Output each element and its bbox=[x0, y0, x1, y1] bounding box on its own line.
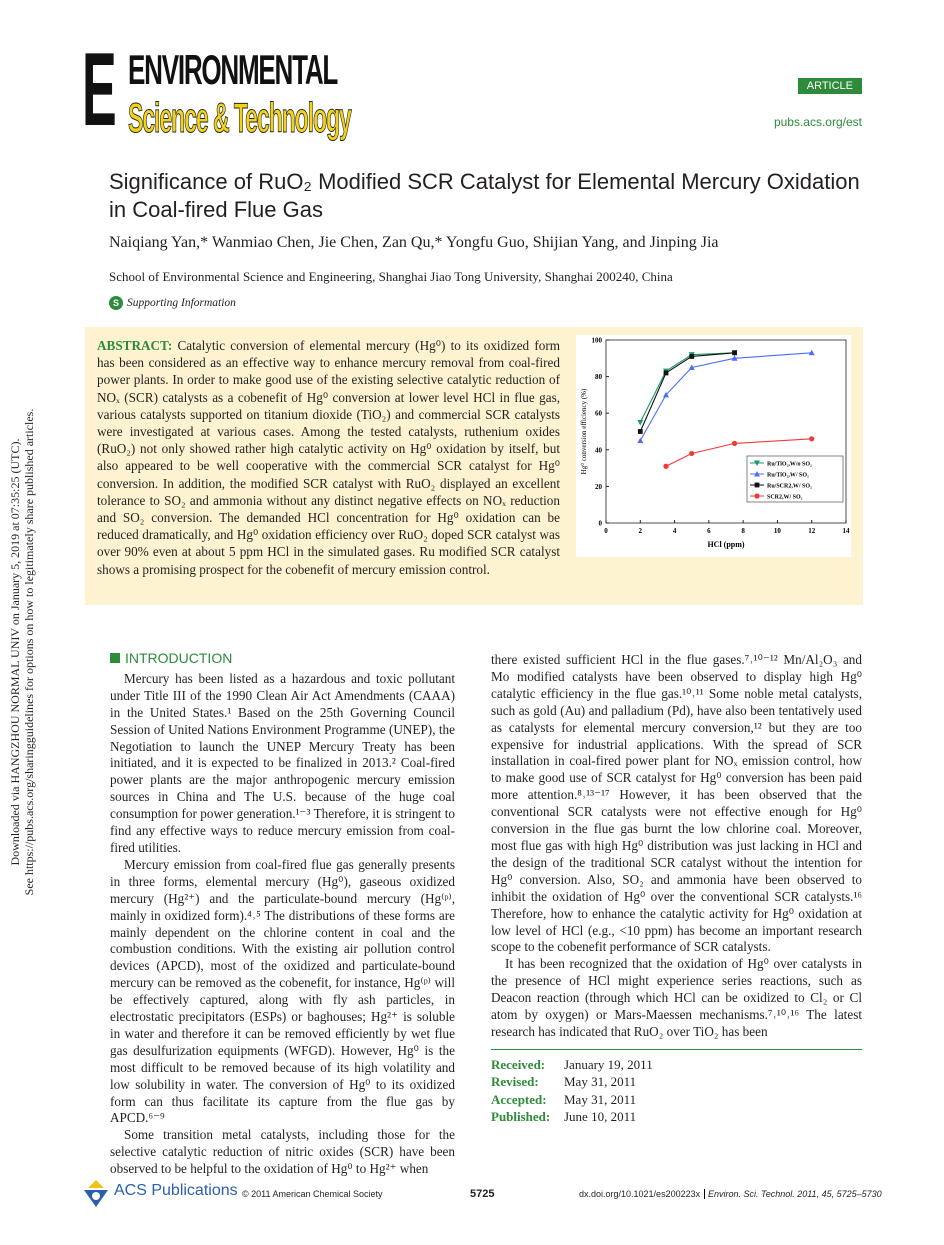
series-line bbox=[639, 352, 735, 432]
legend-label: Ru/TiO₂,W/ SO₂ bbox=[767, 473, 809, 479]
data-point bbox=[754, 471, 760, 477]
citation: Environ. Sci. Technol. 2011, 45, 5725–57… bbox=[704, 1189, 882, 1199]
data-point bbox=[663, 370, 669, 376]
data-point bbox=[663, 463, 669, 469]
data-point bbox=[754, 460, 760, 466]
x-tick-label: 10 bbox=[774, 527, 782, 535]
x-tick-label: 6 bbox=[707, 527, 711, 535]
page-footer: ACS Publications © 2011 American Chemica… bbox=[82, 1178, 882, 1208]
journal-url[interactable]: pubs.acs.org/est bbox=[773, 115, 862, 129]
y-tick-label: 20 bbox=[595, 483, 603, 491]
y-axis-label: Hg⁰ conversion efficiency (%) bbox=[580, 388, 588, 474]
article-dates: Received: January 19, 2011 Revised: May 31… bbox=[491, 1048, 862, 1126]
x-tick-label: 8 bbox=[741, 527, 745, 535]
date-accepted: Accepted: May 31, 2011 bbox=[491, 1091, 862, 1109]
legend-box bbox=[746, 455, 844, 503]
date-value: May 31, 2011 bbox=[564, 1091, 637, 1107]
date-label: Revised: bbox=[491, 1074, 539, 1090]
section-heading-introduction: INTRODUCTION bbox=[110, 650, 455, 667]
date-label: Received: bbox=[491, 1056, 546, 1072]
data-point bbox=[689, 450, 695, 457]
data-point bbox=[688, 364, 695, 370]
paragraph: there existed sufficient HCl in the flue… bbox=[491, 652, 862, 955]
date-value: June 10, 2011 bbox=[564, 1109, 637, 1125]
data-point bbox=[754, 493, 760, 499]
abstract-box: 0 2 4 6 8 10 12 14 0 20 40 60 80 100 HCl (ppm) Hg⁰ conv… bbox=[85, 327, 863, 605]
date-value: May 31, 2011 bbox=[564, 1074, 637, 1090]
x-tick-label: 4 bbox=[673, 527, 677, 535]
abstract-heading: ABSTRACT: bbox=[97, 338, 173, 353]
data-point bbox=[808, 349, 815, 356]
supporting-info-label: Supporting Information bbox=[127, 297, 236, 309]
paragraph: Mercury emission from coal-fired flue ga… bbox=[110, 856, 455, 1126]
section-title: INTRODUCTION bbox=[125, 650, 233, 666]
legend-label: SCR2,W/ SO₂ bbox=[767, 495, 803, 501]
download-notice: Downloaded via HANGZHOU NORMAL UNIV on J… bbox=[8, 372, 48, 932]
x-axis-label: HCl (ppm) bbox=[707, 540, 744, 549]
x-tick-label: 0 bbox=[604, 527, 608, 535]
journal-logo: E ENVIRONMENTAL Science & Technology bbox=[82, 32, 382, 150]
acs-publications[interactable]: ACS Publications bbox=[114, 1182, 238, 1199]
data-point bbox=[663, 391, 669, 398]
article-title: Significance of RuO₂ Modified SCR Cataly… bbox=[109, 169, 860, 222]
paragraph: Some transition metal catalysts, includi… bbox=[110, 1127, 455, 1177]
supporting-information-link[interactable]: S Supporting Information bbox=[109, 296, 236, 310]
data-point bbox=[731, 355, 738, 361]
legend-label: Ru/TiO₂,W/o SO₂ bbox=[767, 462, 812, 468]
section-marker-icon bbox=[110, 653, 120, 664]
data-point bbox=[731, 440, 738, 446]
download-note-line2: See https://pubs.acs.org/sharingguidelin… bbox=[22, 408, 36, 896]
abstract-text-cont: over 90% even at about 5 ppm HCl in the … bbox=[97, 544, 560, 577]
date-revised: Revised: May 31, 2011 bbox=[491, 1073, 862, 1091]
page-number: 5725 bbox=[470, 1188, 495, 1200]
data-point bbox=[809, 436, 815, 442]
paragraph: Mercury has been listed as a hazardous a… bbox=[110, 670, 455, 855]
y-tick-label: 60 bbox=[595, 410, 603, 418]
acs-logo-icon bbox=[84, 1180, 108, 1207]
x-tick-label: 12 bbox=[808, 527, 816, 535]
y-tick-label: 40 bbox=[595, 446, 603, 454]
plot-frame bbox=[605, 339, 847, 524]
y-tick-label: 0 bbox=[599, 520, 603, 528]
y-tick-label: 80 bbox=[595, 373, 603, 381]
series-line bbox=[639, 352, 735, 423]
data-point bbox=[637, 437, 644, 444]
date-published: Published: June 10, 2011 bbox=[491, 1108, 862, 1126]
x-tick-label: 14 bbox=[843, 527, 851, 535]
date-received: Received: January 19, 2011 bbox=[491, 1056, 862, 1074]
article-badge: ARTICLE bbox=[797, 78, 862, 94]
doi-link[interactable]: dx.doi.org/10.1021/es200223x bbox=[579, 1189, 701, 1199]
copyright: © 2011 American Chemical Society bbox=[242, 1189, 383, 1199]
affiliation: School of Environmental Science and Engi… bbox=[109, 269, 673, 284]
y-tick-label: 100 bbox=[592, 337, 603, 345]
paragraph: It has been recognized that the oxidatio… bbox=[491, 956, 862, 1039]
logo-letter-e: E bbox=[82, 32, 117, 148]
logo-line1: ENVIRONMENTAL bbox=[128, 46, 338, 93]
data-point bbox=[732, 350, 737, 356]
legend-label: Ru/SCR2,W/ SO₂ bbox=[767, 484, 812, 490]
data-point bbox=[754, 482, 760, 488]
data-point bbox=[637, 419, 644, 426]
supporting-info-icon: S bbox=[109, 296, 123, 310]
download-note-line1: Downloaded via HANGZHOU NORMAL UNIV on J… bbox=[8, 438, 22, 866]
authors: Naiqiang Yan,* Wanmiao Chen, Jie Chen, Z… bbox=[109, 234, 719, 251]
column-left: INTRODUCTION Mercury has been listed as … bbox=[110, 650, 455, 1178]
x-tick-label: 2 bbox=[639, 527, 643, 535]
date-label: Published: bbox=[491, 1109, 551, 1125]
toc-chart: 0 2 4 6 8 10 12 14 0 20 40 60 80 100 HCl (ppm) Hg⁰ conv… bbox=[576, 335, 851, 557]
column-right: there existed sufficient HCl in the flue… bbox=[491, 652, 862, 1126]
logo-line2: Science & Technology bbox=[128, 94, 352, 141]
data-point bbox=[689, 354, 695, 359]
series-line bbox=[665, 438, 812, 467]
abstract-text: Catalytic conversion of elemental mercur… bbox=[97, 338, 561, 543]
chart-background bbox=[576, 335, 851, 557]
date-value: January 19, 2011 bbox=[564, 1056, 653, 1072]
date-label: Accepted: bbox=[491, 1091, 547, 1107]
data-point bbox=[637, 429, 643, 434]
